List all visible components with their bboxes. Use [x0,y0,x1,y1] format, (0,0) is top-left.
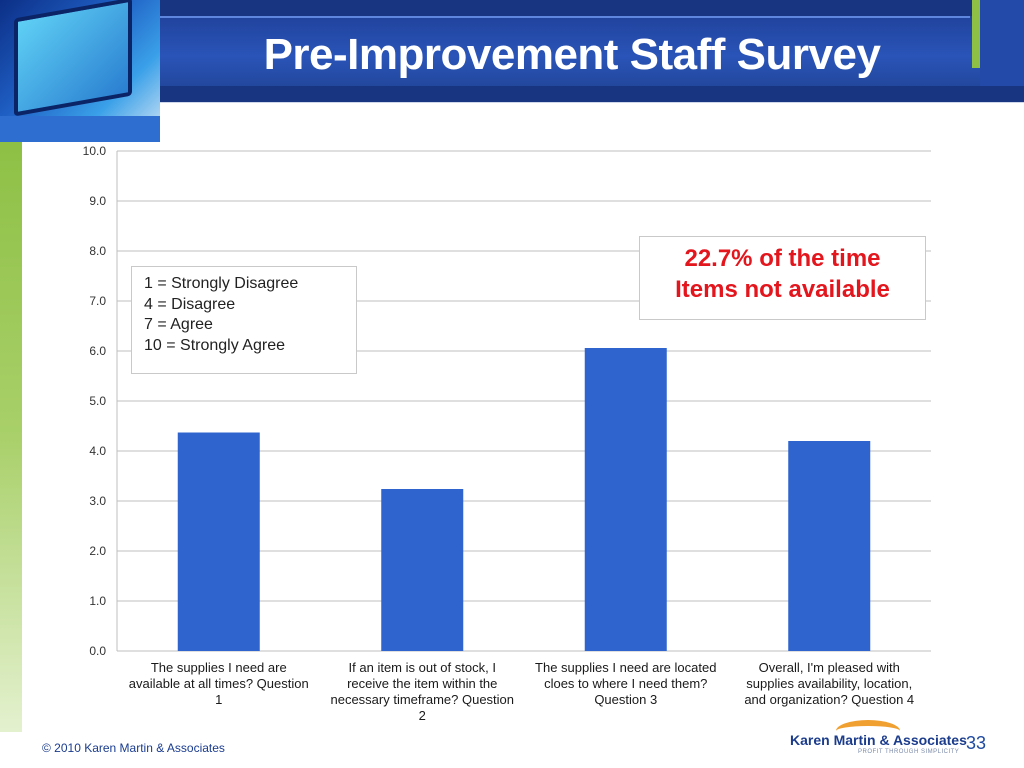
scale-legend-line: 1 = Strongly Disagree [144,275,299,292]
page-number: 33 [966,733,987,753]
y-tick-label: 4.0 [89,444,106,458]
scale-legend-line: 7 = Agree [144,316,213,333]
scale-legend-line: 4 = Disagree [144,295,236,313]
y-tick-label: 10.0 [83,144,107,158]
company-logo: Karen Martin & Associates PROFIT THROUGH… [786,720,967,760]
x-category-label-line: Overall, I'm pleased with [758,660,900,675]
x-category-label-line: 1 [215,692,223,707]
logo-arc-icon [836,720,900,742]
y-tick-label: 6.0 [89,344,106,358]
callout-line: Items not available [675,276,890,303]
x-category-label-line: cloes to where I need them? [544,676,708,691]
logo-tagline: PROFIT THROUGH SIMPLICITY [858,749,960,755]
y-tick-label: 9.0 [89,194,106,208]
bar [788,441,871,651]
header-sub-strip [160,102,1024,115]
logo-name: Karen Martin & Associates [790,732,967,748]
y-tick-label: 1.0 [89,594,106,608]
y-tick-label: 0.0 [89,644,106,658]
x-category-label-line: supplies availability, location, [746,676,913,691]
slide-title: Pre-Improvement Staff Survey [263,30,881,79]
corner-decor-image [0,0,160,142]
scale-legend-line: 10 = Strongly Agree [144,336,285,354]
chart-bars [177,348,871,651]
bar [584,348,667,651]
x-category-label-line: receive the item within the [347,676,498,691]
x-category-label-line: and organization? Question 4 [744,692,915,707]
bar [177,432,260,651]
header-top-strip [160,0,1024,16]
y-tick-label: 8.0 [89,244,106,258]
header-bottom-strip [160,86,1024,102]
x-category-label-line: available at all times? Question [128,676,309,691]
x-category-label: Overall, I'm pleased with supplies availa… [727,660,931,708]
x-category-label-line: 2 [418,708,426,723]
header-right-block [980,0,1024,86]
callout-line: 22.7% of the time [684,245,881,272]
x-category-label-line: necessary timeframe? Question [330,692,515,707]
y-axis-ticks: 0.0 1.0 2.0 3.0 4.0 5.0 6.0 7.0 8.0 9.0 10.0 [83,144,107,658]
footer-copyright: © 2010 Karen Martin & Associates [42,741,225,755]
y-tick-label: 7.0 [89,294,106,308]
scale-legend-box: 1 = Strongly Disagree 4 = Disagree 7 = A… [131,266,357,374]
callout-box: 22.7% of the time Items not available [639,236,926,320]
x-category-label-line: The supplies I need are [150,660,287,675]
header-accent-bar [972,0,980,68]
left-accent-bar [0,142,22,732]
x-category-label-line: If an item is out of stock, I [348,660,496,675]
x-category-label: The supplies I need are available at all … [117,660,321,708]
x-category-label: The supplies I need are located cloes to … [524,660,728,708]
corner-base-strip [0,116,160,142]
x-category-label-line: Question 3 [594,692,658,707]
y-tick-label: 3.0 [89,494,106,508]
bar [381,489,464,651]
header-inner-line [160,16,970,18]
y-tick-label: 2.0 [89,544,106,558]
y-tick-label: 5.0 [89,394,106,408]
x-category-label-line: The supplies I need are located [535,660,717,675]
